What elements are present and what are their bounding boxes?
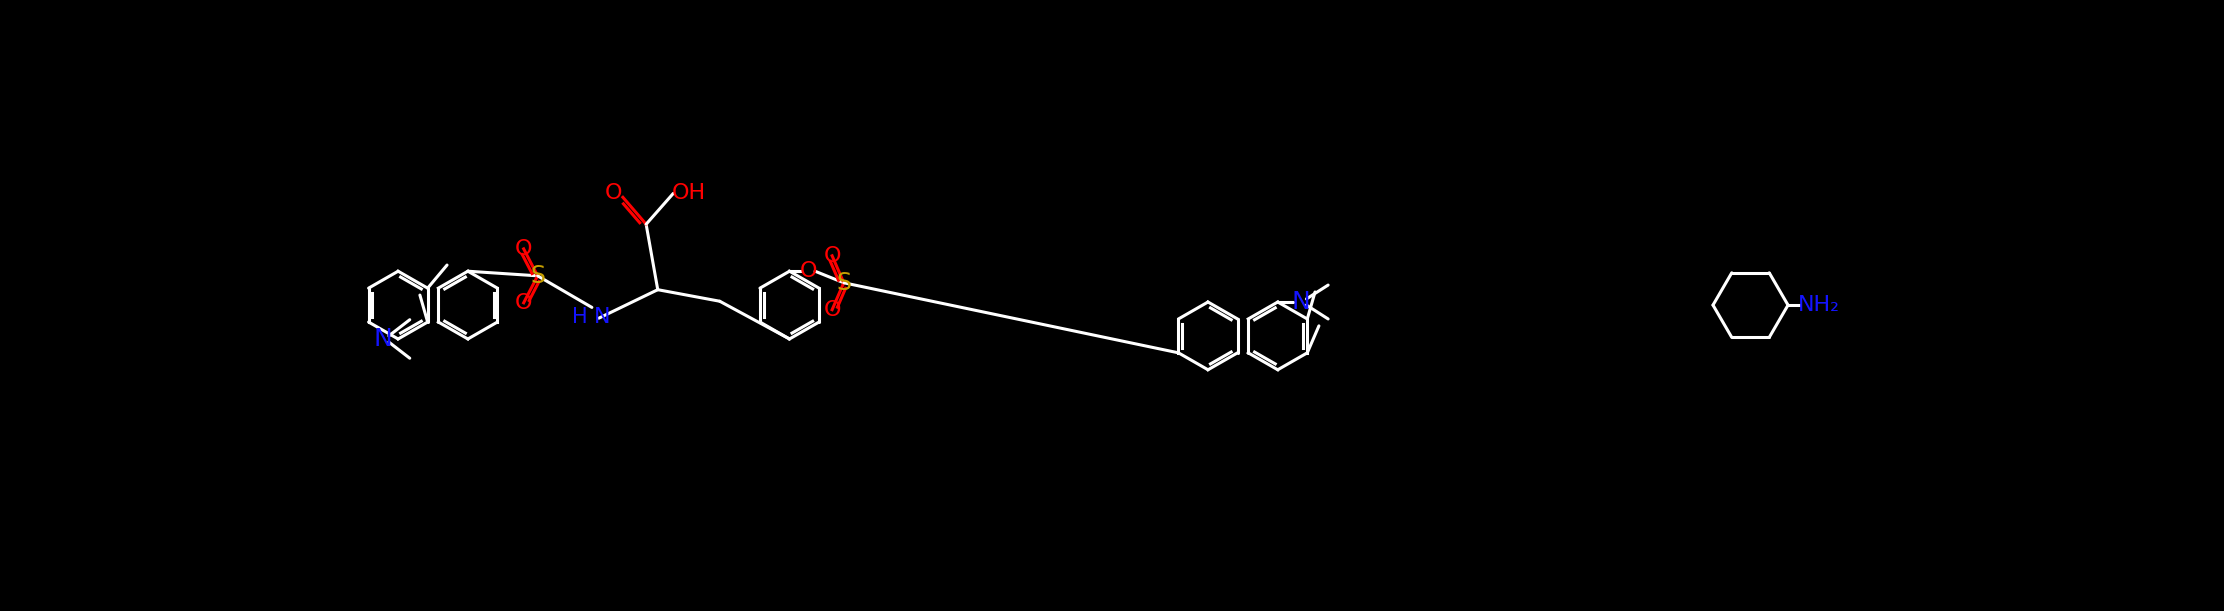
Text: O: O xyxy=(823,246,841,266)
Text: O: O xyxy=(516,293,532,313)
Text: NH₂: NH₂ xyxy=(1797,295,1839,315)
Text: S: S xyxy=(836,271,852,295)
Text: N: N xyxy=(594,307,612,327)
Text: O: O xyxy=(516,239,532,259)
Text: O: O xyxy=(801,262,818,281)
Text: OH: OH xyxy=(672,183,705,203)
Text: O: O xyxy=(605,183,623,203)
Text: S: S xyxy=(529,264,545,288)
Text: N: N xyxy=(374,327,391,351)
Text: N: N xyxy=(1292,290,1310,314)
Text: H: H xyxy=(572,307,587,327)
Text: O: O xyxy=(823,300,841,320)
